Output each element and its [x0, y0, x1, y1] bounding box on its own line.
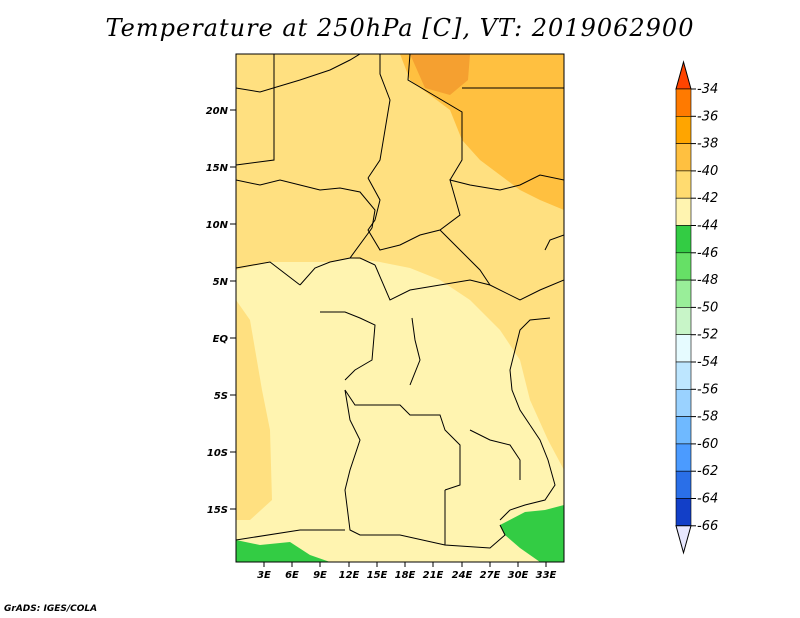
lat-label: EQ	[213, 334, 229, 345]
colorbar-swatch	[675, 307, 692, 335]
colorbar-swatch	[675, 388, 692, 417]
lon-label: 27E	[480, 570, 501, 581]
colorbar-label: -38	[697, 137, 718, 152]
colorbar-swatch	[675, 334, 692, 363]
colorbar-swatch	[675, 197, 692, 226]
longitude-axis: 3E 6E 9E 12E 15E 18E 21E 24E 27E 30E 33E	[257, 562, 557, 581]
colorbar-label: -60	[697, 437, 718, 452]
colorbar-label: -46	[697, 246, 718, 261]
colorbar-swatch	[675, 498, 692, 527]
lon-label: 9E	[313, 570, 327, 581]
lat-label: 5N	[213, 277, 229, 288]
latitude-axis: 20N 15N 10N 5N EQ 5S 10S 15S	[206, 106, 236, 516]
colorbar-swatch	[675, 443, 692, 472]
colorbar-swatch	[675, 361, 692, 390]
field-band-40-42-west	[236, 300, 272, 520]
field-band-38-40	[400, 54, 564, 210]
colorbar-swatch	[675, 143, 692, 172]
map-title: Temperature at 250hPa [C], VT: 201906290…	[105, 14, 695, 42]
colorbar-swatch	[675, 225, 692, 254]
lat-label: 10N	[206, 220, 229, 231]
colorbar-label: -36	[697, 109, 718, 124]
colorbar-swatch	[675, 116, 692, 144]
lon-label: 6E	[285, 570, 299, 581]
colorbar: -34 -36 -38 -40 -42 -44 -46 -48 -50 -52 -54 -56 -58 -…	[675, 60, 718, 555]
colorbar-label: -50	[697, 300, 718, 315]
lon-label: 18E	[395, 570, 416, 581]
lat-label: 5S	[214, 391, 228, 402]
colorbar-swatch	[675, 170, 692, 199]
lon-label: 24E	[452, 570, 473, 581]
field-band-44-46-south	[500, 505, 564, 562]
colorbar-label: -34	[697, 82, 718, 97]
field-band-36-38	[410, 54, 470, 95]
lon-label: 15E	[367, 570, 388, 581]
colorbar-label: -52	[697, 328, 718, 343]
colorbar-swatch	[675, 470, 692, 499]
lon-label: 21E	[423, 570, 444, 581]
colorbar-bottom-arrow	[675, 525, 692, 555]
field-band-44-46-southwest	[236, 540, 330, 562]
country-borders	[236, 54, 564, 549]
colorbar-label: -64	[697, 492, 718, 507]
lon-label: 30E	[508, 570, 529, 581]
lon-label: 12E	[339, 570, 360, 581]
lat-label: 15S	[207, 505, 228, 516]
colorbar-label: -56	[697, 382, 718, 397]
colorbar-swatch	[675, 252, 692, 281]
colorbar-swatch	[675, 416, 692, 445]
temperature-field	[236, 54, 564, 562]
colorbar-label: -54	[697, 355, 718, 370]
lon-label: 33E	[536, 570, 557, 581]
lat-label: 10S	[207, 448, 228, 459]
colorbar-label: -58	[697, 410, 718, 425]
map-frame	[235, 53, 565, 563]
grads-credit: GrADS: IGES/COLA	[4, 604, 98, 614]
colorbar-label: -66	[697, 519, 718, 534]
colorbar-label: -40	[697, 164, 718, 179]
colorbar-swatch	[675, 88, 692, 117]
lat-label: 20N	[206, 106, 229, 117]
colorbar-label: -44	[697, 219, 718, 234]
lat-label: 15N	[206, 163, 229, 174]
colorbar-swatch	[675, 279, 692, 308]
colorbar-label: -42	[697, 191, 718, 206]
colorbar-label: -48	[697, 273, 718, 288]
colorbar-label: -62	[697, 464, 718, 479]
colorbar-top-arrow	[675, 60, 692, 90]
lon-label: 3E	[257, 570, 271, 581]
